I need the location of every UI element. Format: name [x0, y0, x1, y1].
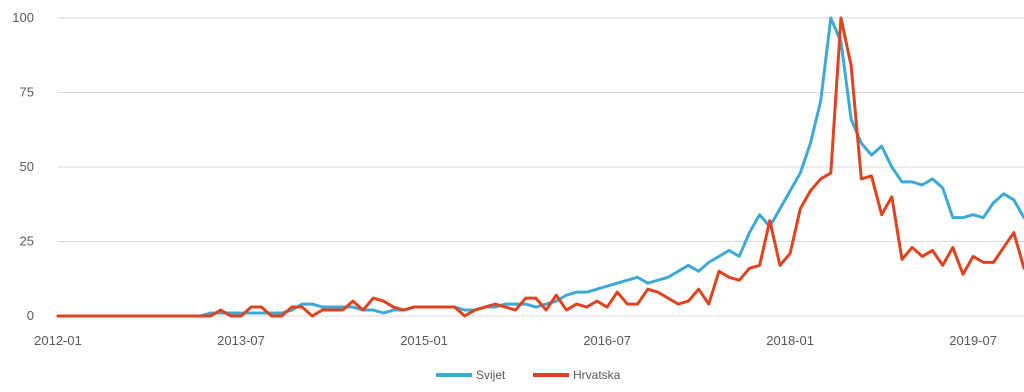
series-lines: [56, 16, 1024, 318]
x-tick-label: 2015-01: [400, 333, 448, 348]
x-tick-label: 2013-07: [217, 333, 265, 348]
y-tick-label: 25: [20, 234, 34, 249]
y-tick-label: 75: [20, 85, 34, 100]
legend-label-svijet: Svijet: [476, 368, 506, 382]
x-tick-label: 2019-07: [949, 333, 997, 348]
x-tick-label: 2016-07: [583, 333, 631, 348]
series-line-hrvatska: [56, 16, 1024, 318]
legend: Svijet Hrvatska: [436, 368, 621, 382]
gridlines: [58, 17, 1024, 317]
legend-label-hrvatska: Hrvatska: [573, 368, 621, 382]
y-axis-tick-labels: 0 25 50 75 100: [12, 10, 34, 323]
y-tick-label: 0: [27, 308, 34, 323]
x-tick-label: 2018-01: [766, 333, 814, 348]
x-tick-label: 2012-01: [34, 333, 82, 348]
y-tick-label: 50: [20, 159, 34, 174]
y-tick-label: 100: [12, 10, 34, 25]
x-axis-tick-labels: 2012-01 2013-07 2015-01 2016-07 2018-01 2019-…: [34, 333, 997, 348]
series-line-svijet: [56, 16, 1024, 318]
